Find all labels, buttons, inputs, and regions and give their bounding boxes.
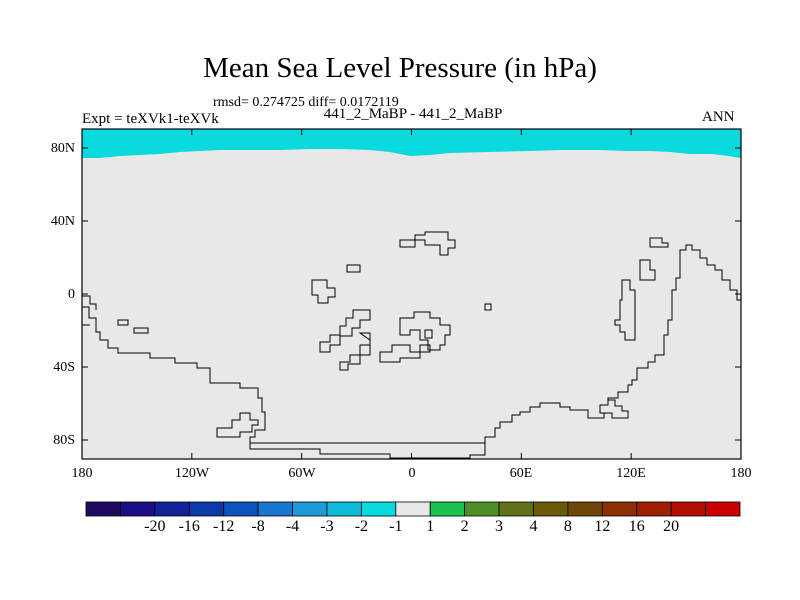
colorbar-swatch — [257, 501, 293, 517]
lat-label-80s: 80S — [53, 433, 75, 448]
antarctica-coast — [82, 306, 266, 443]
lat-label-0: 0 — [68, 287, 75, 302]
colorbar-swatch — [429, 501, 466, 517]
colorbar-swatch — [705, 501, 741, 517]
colorbar-swatch — [154, 501, 190, 517]
colorbar-swatch — [120, 501, 156, 517]
arctic-negative-band — [82, 129, 741, 158]
colorbar-label: -2 — [354, 518, 369, 535]
feature-b — [399, 311, 451, 351]
feature-c — [399, 231, 456, 256]
antarctic-shelf — [216, 412, 259, 438]
colorbar-label: -4 — [285, 518, 300, 535]
plot-title: Mean Sea Level Pressure (in hPa) — [203, 52, 597, 84]
colorbar-swatch — [601, 501, 638, 517]
colorbar-swatch — [533, 501, 569, 517]
colorbar-label: -16 — [178, 518, 200, 535]
coastlines — [81, 231, 741, 459]
lon-label-60w: 60W — [288, 466, 316, 481]
colorbar-swatch — [395, 501, 431, 517]
lon-label-0: 0 — [408, 466, 416, 481]
feature-d — [614, 279, 636, 341]
colorbar-label: -12 — [213, 518, 235, 535]
colorbar-label: -8 — [251, 518, 265, 535]
colorbar — [85, 501, 741, 517]
colorbar-swatch — [292, 501, 328, 517]
colorbar-label: 20 — [663, 518, 680, 535]
colorbar-label: 3 — [495, 518, 504, 535]
lon-label-180w: 180 — [71, 466, 93, 481]
colorbar-swatch — [360, 501, 397, 517]
colorbar-swatch — [670, 501, 706, 517]
feature-a — [319, 309, 371, 353]
map-background — [82, 129, 741, 459]
season-label: ANN — [702, 109, 735, 125]
colorbar-label: -1 — [389, 518, 403, 535]
colorbar-label: 4 — [529, 518, 538, 535]
lon-label-60e: 60E — [509, 466, 533, 481]
lat-label-80n: 80N — [50, 141, 75, 156]
colorbar-swatch — [498, 501, 534, 517]
experiment-label: Expt = teXVk1-teXVk — [82, 111, 219, 127]
colorbar-label: -20 — [144, 518, 166, 535]
colorbar-label: 2 — [460, 518, 469, 535]
colorbar-swatch — [85, 501, 121, 517]
colorbar-swatch — [223, 501, 259, 517]
lon-label-120e: 120E — [616, 466, 646, 481]
case-label: 441_2_MaBP - 441_2_MaBP — [323, 106, 503, 122]
colorbar-swatch — [464, 501, 500, 517]
colorbar-label: -3 — [320, 518, 334, 535]
colorbar-swatch — [326, 501, 362, 517]
colorbar-swatch — [567, 501, 603, 517]
colorbar-label: 8 — [563, 518, 572, 535]
colorbar-label: 12 — [594, 518, 611, 535]
lon-label-180e: 180 — [730, 466, 752, 481]
colorbar-swatch — [636, 501, 672, 517]
colorbar-swatch — [188, 501, 225, 517]
lon-label-120w: 120W — [174, 466, 210, 481]
colorbar-label: 16 — [628, 518, 645, 535]
axis-ticks — [81, 129, 742, 459]
lat-label-40n: 40N — [50, 214, 75, 229]
lat-label-40s: 40S — [53, 360, 75, 375]
rmsd-diff-stats: rmsd= 0.274725 diff= 0.0172119 — [213, 95, 399, 110]
colorbar-label: 1 — [426, 518, 435, 535]
